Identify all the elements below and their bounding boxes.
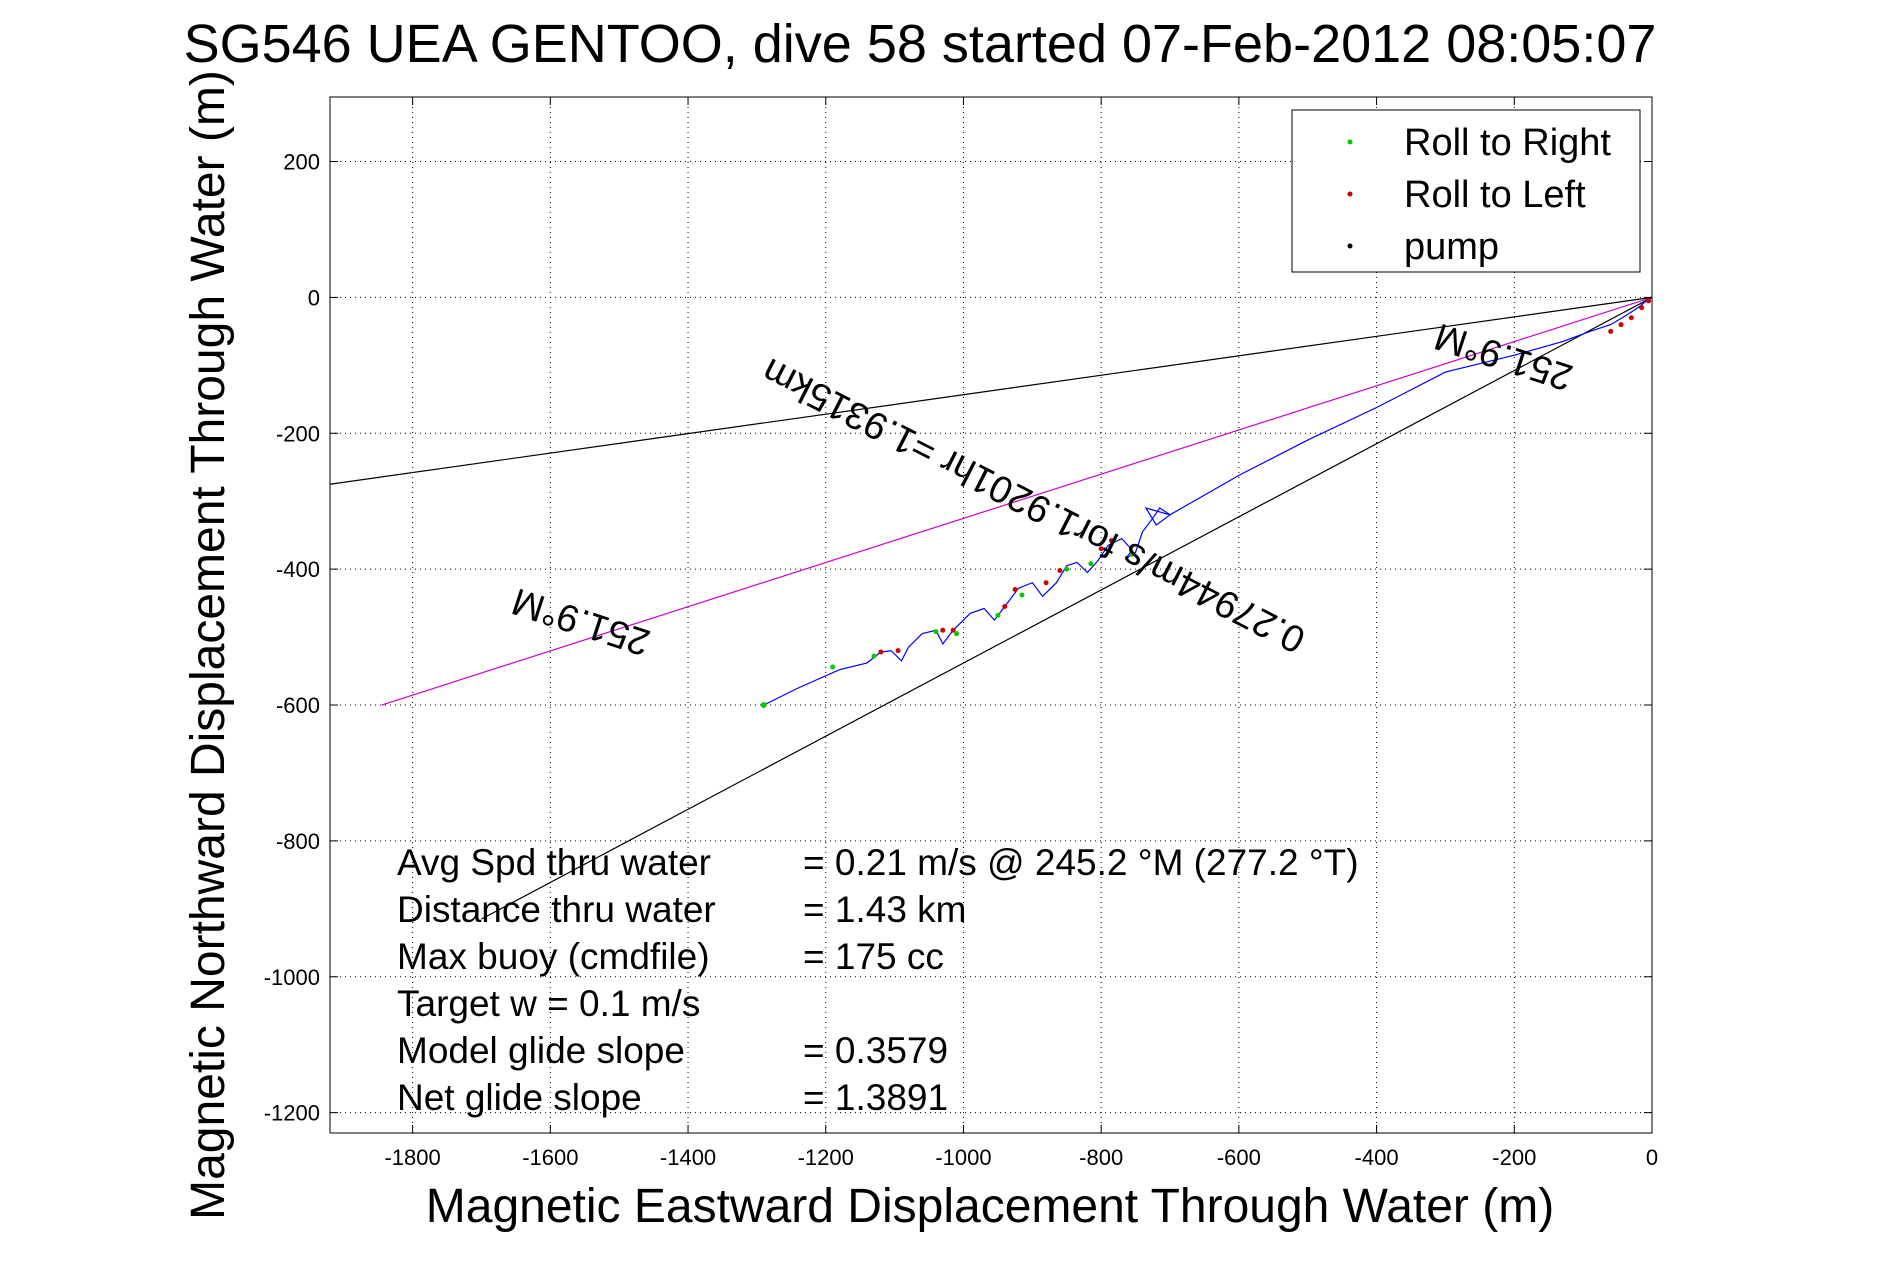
reference-line-lower-bound — [481, 296, 1653, 920]
legend-marker — [1347, 243, 1353, 249]
stat-value: = 1.43 km — [803, 889, 967, 930]
plot-frame — [329, 96, 1653, 1134]
roll-left-point — [878, 649, 884, 655]
roll-right-point — [933, 629, 939, 635]
stat-label: Net glide slope — [397, 1077, 642, 1118]
chart-title: SG546 UEA GENTOO, dive 58 started 07-Feb… — [184, 14, 1657, 74]
stat-label: Max buoy (cmdfile) — [397, 936, 710, 977]
x-tick-label: -1200 — [798, 1145, 854, 1170]
roll-left-point — [1043, 580, 1049, 586]
y-tick-label: -1200 — [264, 1101, 320, 1126]
y-tick-label: 0 — [308, 285, 320, 310]
grid-lines — [330, 97, 1653, 1133]
roll-right-point — [1129, 551, 1135, 557]
roll-right-point — [1019, 592, 1025, 598]
roll-right-point — [1064, 566, 1070, 572]
roll-left-point — [1608, 328, 1614, 334]
y-tick-label: -200 — [276, 421, 320, 446]
roll-left-point — [1646, 298, 1652, 304]
y-tick-label: -600 — [276, 693, 320, 718]
roll-left-point — [1057, 568, 1063, 574]
roll-right-point — [871, 653, 877, 659]
roll-left-point — [1108, 538, 1114, 544]
roll-left-point — [940, 627, 946, 633]
reference-line-upper-bound — [329, 296, 1653, 485]
roll-left-point — [1628, 315, 1634, 321]
dive-statistics: Avg Spd thru water = 0.21 m/s @ 245.2 °M … — [397, 842, 1359, 1118]
stat-label: Target w = 0.1 m/s — [397, 983, 700, 1024]
stat-value: = 1.3891 — [803, 1077, 948, 1118]
roll-left-point — [950, 627, 956, 633]
roll-left-point — [1098, 546, 1104, 552]
x-tick-label: -200 — [1492, 1145, 1536, 1170]
stat-value: = 175 cc — [803, 936, 944, 977]
stat-value: = 0.21 m/s @ 245.2 °M (277.2 °T) — [803, 842, 1359, 883]
y-axis-ticks: 200 0 -200 -400 -600 -800 -1000 -1200 — [264, 150, 1652, 1126]
roll-left-point — [1002, 604, 1008, 610]
roll-left-point — [1618, 322, 1624, 328]
x-tick-label: -1000 — [935, 1145, 991, 1170]
roll-right-point — [954, 631, 960, 637]
roll-left-point — [1639, 305, 1645, 311]
legend-label: Roll to Right — [1404, 122, 1611, 164]
roll-right-point — [995, 612, 1001, 618]
x-tick-label: -1400 — [660, 1145, 716, 1170]
x-axis-label: Magnetic Eastward Displacement Through W… — [426, 1180, 1554, 1233]
legend-marker — [1347, 139, 1353, 145]
legend: Roll to Right Roll to Left pump — [1291, 109, 1641, 273]
x-tick-label: -600 — [1217, 1145, 1261, 1170]
x-tick-label: -1600 — [522, 1145, 578, 1170]
stat-label: Model glide slope — [397, 1030, 685, 1071]
legend-marker — [1347, 191, 1353, 197]
track-line — [763, 296, 1653, 706]
roll-right-point — [830, 664, 836, 670]
legend-label: pump — [1404, 226, 1499, 268]
roll-left-point — [1012, 587, 1018, 593]
track-start-point — [760, 702, 767, 709]
y-tick-label: -1000 — [264, 965, 320, 990]
x-tick-label: 0 — [1646, 1145, 1658, 1170]
x-tick-label: -400 — [1355, 1145, 1399, 1170]
roll-right-point — [1088, 561, 1094, 567]
y-axis-label: Magnetic Northward Displacement Through … — [182, 70, 235, 1220]
x-axis-ticks: -1800 -1600 -1400 -1200 -1000 -800 -600 -400 -20… — [384, 97, 1658, 1170]
glider-track — [760, 296, 1653, 709]
x-tick-label: -800 — [1079, 1145, 1123, 1170]
y-tick-label: -800 — [276, 829, 320, 854]
x-tick-label: -1800 — [384, 1145, 440, 1170]
y-tick-label: -400 — [276, 557, 320, 582]
reference-lines — [329, 296, 1653, 920]
stat-label: Distance thru water — [397, 889, 716, 930]
y-tick-label: 200 — [283, 150, 320, 175]
stat-label: Avg Spd thru water — [397, 842, 711, 883]
stat-value: = 0.3579 — [803, 1030, 948, 1071]
roll-left-point — [895, 648, 901, 654]
reference-line-heading-line — [381, 296, 1653, 706]
legend-label: Roll to Left — [1404, 174, 1586, 216]
